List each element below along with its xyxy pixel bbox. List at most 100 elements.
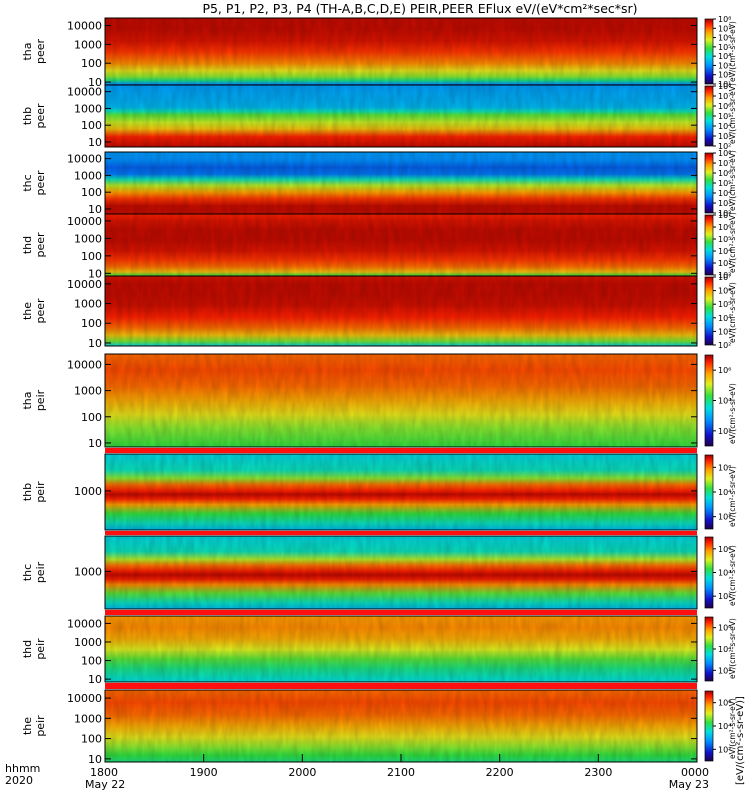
colorbar-tick-label: 10² bbox=[718, 592, 731, 601]
colorbar-tick-label: 10² bbox=[718, 666, 731, 675]
colorbar-tick-label: 10⁵ bbox=[718, 235, 731, 244]
colorbar-units: eV/(cm²-s-sr-eV) bbox=[728, 618, 737, 679]
colorbar-units: eV/(cm²-s-sr-eV) bbox=[728, 21, 737, 82]
quality-flag-bar bbox=[105, 683, 697, 689]
colorbar-tick-label: 10⁸ bbox=[718, 82, 731, 91]
colorbar-units: eV/(cm²-s-sr-eV) bbox=[728, 150, 737, 211]
y-tick-label: 1000 bbox=[74, 636, 102, 649]
y-tick-label: 10000 bbox=[67, 153, 102, 166]
colorbar-tick-label: 10⁷ bbox=[718, 211, 731, 220]
colorbar-tick-label: 10⁵ bbox=[718, 43, 731, 52]
colorbar-tick-label: 10² bbox=[718, 209, 731, 218]
panel-frame bbox=[104, 535, 698, 610]
colorbar-tick-label: 10² bbox=[718, 142, 731, 151]
colorbar-tick-label: 10⁶ bbox=[718, 223, 731, 232]
y-tick-label: 10000 bbox=[67, 692, 102, 705]
colorbar-tick-label: 10⁴ bbox=[718, 247, 731, 256]
y-tick-label: 1000 bbox=[74, 385, 102, 398]
panel-frame bbox=[104, 84, 698, 148]
panel-label: thb bbox=[21, 107, 34, 125]
colorbar-tick-label: 10⁸ bbox=[718, 15, 731, 24]
x-tick-label: 2100 bbox=[387, 766, 415, 779]
panel-sublabel: peir bbox=[34, 481, 47, 503]
y-tick-label: 10 bbox=[88, 753, 102, 766]
panel-tha-peir: 10 100 1000 10000 tha peir 10² 10⁴ 10⁶ eV/(cm²-s-… bbox=[21, 353, 737, 450]
colorbar-tick-label: 10⁴ bbox=[718, 314, 731, 323]
colorbar-tick-label: 10⁷ bbox=[718, 273, 731, 282]
panel-label: tha bbox=[21, 391, 34, 409]
panel-frame bbox=[104, 275, 698, 347]
quality-flag-bar bbox=[105, 448, 697, 453]
colorbar-tick-label: 10⁷ bbox=[718, 92, 731, 101]
colorbar-thb-peir bbox=[704, 454, 714, 530]
panel-the-peir: 10 100 1000 10000 the peir 10² 10⁴ 10⁶eV/(cm²-s-… bbox=[21, 683, 737, 766]
spectrogram-texture bbox=[105, 276, 697, 346]
spectrogram-texture bbox=[105, 18, 697, 85]
panel-frame bbox=[104, 353, 698, 448]
y-tick-label: 100 bbox=[81, 317, 102, 330]
y-tick-label: 10000 bbox=[67, 358, 102, 371]
colorbar-units: eV/(cm²-s-sr-eV) bbox=[728, 466, 737, 527]
colorbar-tick-label: 10⁴ bbox=[718, 122, 731, 131]
colorbar-tick-label: 10⁶ bbox=[718, 366, 731, 375]
colorbar-tick-label: 10² bbox=[718, 745, 731, 754]
colorbar-tha-peir bbox=[704, 354, 714, 447]
colorbar-units: eV/(cm²-s-sr-eV) bbox=[728, 212, 737, 273]
y-tick-label: 1000 bbox=[74, 298, 102, 311]
colorbar-tick-label: 10⁶ bbox=[718, 699, 731, 708]
colorbar-tick-label: 10⁴ bbox=[718, 645, 731, 654]
spectrogram-texture bbox=[105, 214, 697, 276]
colorbar-tick-label: 10⁴ bbox=[718, 569, 731, 578]
y-tick-label: 1000 bbox=[74, 169, 102, 182]
colorbar-tick-label: 10⁶ bbox=[718, 287, 731, 296]
colorbar-tick-label: 10⁵ bbox=[718, 179, 731, 188]
y-tick-label: 1000 bbox=[74, 102, 102, 115]
colorbar-tick-label: 10⁴ bbox=[718, 189, 731, 198]
colorbar-units: eV/(cm²-s-sr-eV) bbox=[728, 83, 737, 144]
colorbar-thd-peir bbox=[704, 616, 714, 682]
colorbar-units: eV/(cm²-s-sr-eV) bbox=[728, 698, 737, 759]
colorbar-tick-label: 10⁴ bbox=[718, 397, 731, 406]
panel-label: thd bbox=[21, 640, 34, 658]
y-tick-label: 10 bbox=[88, 337, 102, 350]
y-tick-label: 1000 bbox=[74, 232, 102, 245]
x-tick-label: 1800 bbox=[90, 766, 118, 779]
colorbar-units: eV/(cm²-s-sr-eV) bbox=[728, 545, 737, 606]
colorbar-thc-peer bbox=[704, 152, 714, 214]
colorbar-tick-label: 10³ bbox=[718, 259, 731, 268]
colorbar-tick-label: 10³ bbox=[718, 132, 731, 141]
y-tick-label: 100 bbox=[81, 411, 102, 424]
panel-frame bbox=[104, 615, 698, 683]
x-tick-label: 0000 bbox=[681, 766, 709, 779]
time-axis-label-year: 2020 bbox=[5, 774, 33, 787]
y-tick-label: 10 bbox=[88, 267, 102, 280]
colorbar-the-peir bbox=[704, 690, 714, 762]
chart-title: P5, P1, P2, P3, P4 (TH-A,B,C,D,E) PEIR,P… bbox=[202, 1, 637, 16]
colorbar-tick-label: 10³ bbox=[718, 199, 731, 208]
panel-sublabel: peir bbox=[34, 561, 47, 583]
colorbar-tick-label: 10⁶ bbox=[718, 34, 731, 43]
colorbar-tick-label: 10⁴ bbox=[718, 488, 731, 497]
time-axis: hhmm 2020 1800 1900 2000 2100 2200 2300 0000Ma… bbox=[5, 754, 709, 791]
panel-sublabel: peir bbox=[34, 715, 47, 737]
time-axis-label-hhmm: hhmm bbox=[5, 762, 40, 775]
y-tick-label: 10000 bbox=[67, 617, 102, 630]
y-tick-label: 10000 bbox=[67, 20, 102, 33]
y-tick-label: 10 bbox=[88, 136, 102, 149]
quality-flag-bar bbox=[105, 610, 697, 615]
quality-flag-bar bbox=[105, 531, 697, 535]
panel-sublabel: peer bbox=[34, 170, 47, 196]
colorbar-tha-peer bbox=[704, 18, 714, 85]
panel-label: thc bbox=[21, 564, 34, 581]
panel-sublabel: peer bbox=[34, 298, 47, 324]
panel-sublabel: peir bbox=[34, 638, 47, 660]
x-tick-label: 2300 bbox=[584, 766, 612, 779]
colorbar-thb-peer bbox=[704, 85, 714, 147]
panel-label: the bbox=[21, 302, 34, 320]
colorbar-tick-label: 10³ bbox=[718, 61, 731, 70]
y-tick-label: 100 bbox=[81, 250, 102, 263]
panel-sublabel: peer bbox=[34, 103, 47, 129]
